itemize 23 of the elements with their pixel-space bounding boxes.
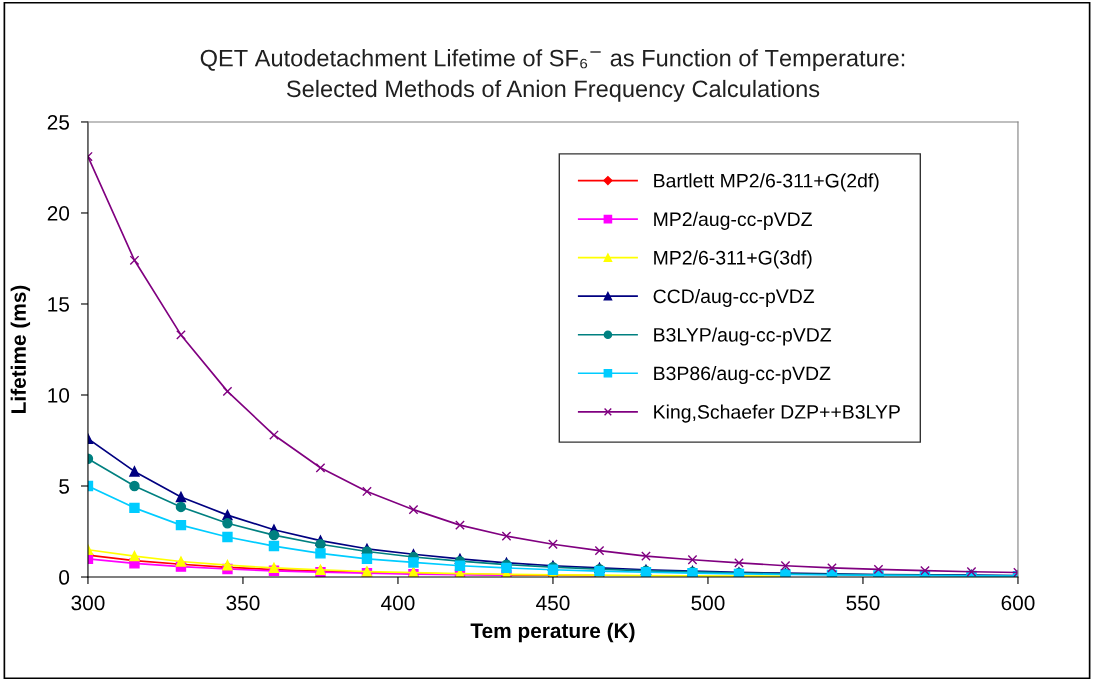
legend-label: King,Schaefer DZP++B3LYP <box>654 404 900 423</box>
legend-label: B3P86/aug-cc-pVDZ <box>654 365 831 385</box>
chart-title: QET Autodetachment Lifetime of SF₆$^{−}$ as Function of Temperature: Selected Methods of Anion Frequency Calculations <box>200 49 905 102</box>
x-tick-label: 550 <box>846 595 880 611</box>
y-tick-label: 25 <box>47 114 70 130</box>
y-tick-label: 20 <box>47 205 70 221</box>
x-tick-label: 450 <box>536 595 570 611</box>
x-axis-title: Tem perature (K) <box>470 622 635 643</box>
x-tick-label: 500 <box>691 595 725 611</box>
y-tick-label: 10 <box>48 387 70 403</box>
legend-label: MP2/6-311+G(3df) <box>654 250 812 269</box>
x-tick-label: 600 <box>1001 595 1035 611</box>
legend-label: CCD/aug-cc-pVDZ <box>653 288 815 308</box>
x-tick-label: 400 <box>381 595 415 611</box>
x-tick-label: 350 <box>226 595 260 611</box>
y-axis-title: Lifetime (ms) <box>10 285 31 413</box>
x-tick-label: 300 <box>71 595 105 611</box>
y-tick-label: 15 <box>48 297 70 312</box>
y-tick-label: 0 <box>59 570 70 585</box>
legend-label: Bartlett MP2/6-311+G(2df) <box>654 173 879 192</box>
y-tick-label: 5 <box>59 479 70 494</box>
legend-label: MP2/aug-cc-pVDZ <box>654 211 812 230</box>
legend-label: B3LYP/aug-cc-pVDZ <box>654 327 832 346</box>
